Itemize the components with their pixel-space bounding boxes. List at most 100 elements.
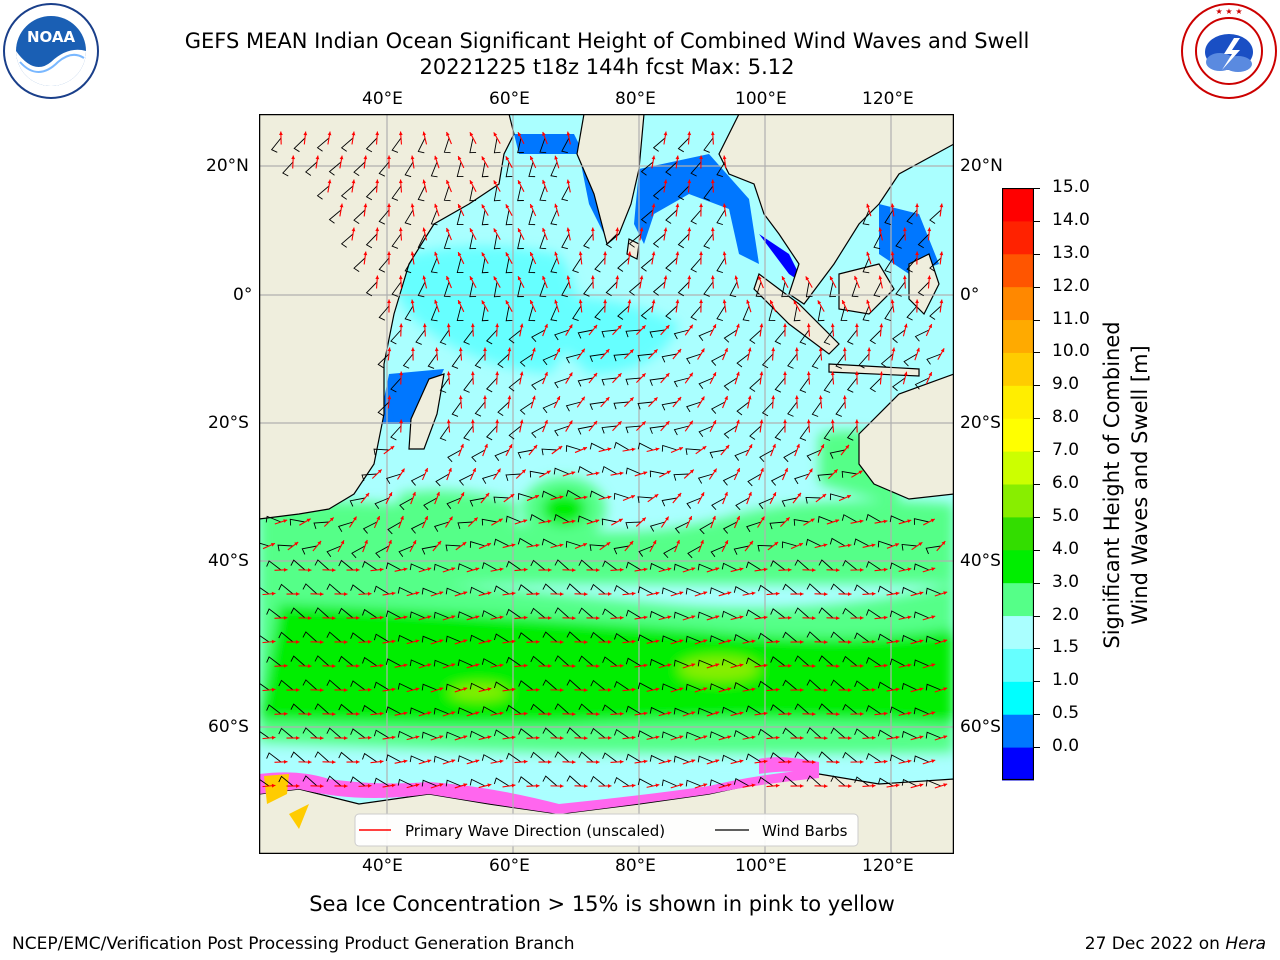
wave-arrow-head	[724, 540, 729, 545]
wave-arrow-head	[931, 663, 936, 667]
wave-arrow-head	[377, 469, 382, 474]
colorbar-tick-label: 0.5	[1052, 703, 1080, 724]
wave-arrow-head	[434, 299, 438, 304]
wind-barb	[338, 751, 354, 763]
wind-barb	[697, 563, 714, 571]
wave-arrow-head	[736, 323, 740, 328]
wave-arrow-head	[511, 687, 516, 692]
wave-arrow-head	[931, 615, 936, 619]
colorbar-tick-label: 13.0	[1052, 242, 1090, 263]
wave-arrow-head	[365, 492, 370, 497]
wave-arrow-head	[355, 616, 360, 620]
wave-arrow-head	[469, 132, 474, 137]
wave-arrow-head	[271, 735, 276, 740]
wind-barb	[774, 329, 786, 345]
wave-arrow-head	[763, 663, 768, 668]
wind-barb	[665, 305, 678, 320]
wind-barb	[781, 541, 798, 549]
wave-arrow-head	[643, 711, 648, 716]
wave-arrow-head	[434, 203, 438, 208]
wave-arrow-head	[747, 395, 752, 400]
wind-barb	[289, 518, 306, 526]
wave-arrow-head	[523, 567, 528, 572]
wave-arrow-head	[439, 687, 444, 691]
wind-barb	[884, 257, 894, 274]
wave-arrow-head	[775, 687, 780, 692]
wind-barb	[770, 608, 786, 619]
wind-barb	[866, 704, 882, 715]
wave-arrow-head	[507, 395, 512, 400]
wave-arrow-head	[387, 155, 391, 160]
wave-arrow-head	[379, 567, 384, 572]
wind-barb	[818, 703, 834, 715]
wind-barb	[637, 401, 654, 410]
wind-barb	[486, 329, 498, 345]
wave-arrow-head	[469, 180, 474, 185]
wind-barb	[421, 779, 438, 787]
wind-barb	[529, 470, 546, 478]
wind-barb	[733, 730, 750, 739]
wave-arrow-head	[712, 372, 717, 377]
wind-barb	[474, 401, 486, 417]
wave-arrow-head	[590, 227, 595, 232]
chart-subtitle: 20221225 t18z 144h fcst Max: 5.12	[419, 55, 795, 79]
wind-barb	[506, 656, 522, 667]
wind-barb	[385, 562, 402, 571]
wind-barb	[589, 490, 606, 499]
wave-arrow-head	[510, 494, 515, 498]
wind-barb	[469, 541, 486, 548]
wind-barb	[829, 493, 846, 501]
wind-barb	[770, 752, 786, 763]
wave-arrow-head	[403, 567, 408, 572]
wave-arrow-head	[519, 371, 524, 376]
wave-arrow-head	[797, 492, 802, 497]
wind-barb	[673, 329, 690, 340]
wind-barb	[583, 233, 594, 249]
wind-barb	[404, 161, 414, 178]
wave-arrow-head	[890, 251, 895, 256]
wave-arrow-head	[475, 615, 480, 620]
wind-barb	[430, 161, 438, 178]
lat-tick-left: 20°N	[206, 156, 249, 176]
wind-barb	[889, 658, 906, 667]
wave-arrow-head	[771, 395, 776, 400]
wind-barb	[550, 305, 558, 322]
wind-barb	[508, 377, 522, 392]
wind-barb	[493, 496, 510, 504]
wave-arrow-head	[470, 371, 475, 376]
wind-barb	[823, 425, 834, 441]
wind-barb	[663, 545, 678, 559]
wave-arrow-head	[691, 711, 696, 715]
wave-arrow-head	[487, 735, 492, 740]
wind-barb	[433, 563, 450, 571]
wave-arrow-head	[663, 275, 668, 280]
wind-barb	[362, 656, 378, 667]
wave-arrow-head	[817, 300, 822, 305]
wave-arrow-head	[446, 371, 451, 376]
wind-barb	[873, 281, 882, 298]
wind-barb	[517, 185, 524, 202]
colorbar-tick-mark	[1034, 352, 1040, 354]
wind-barb	[578, 751, 594, 763]
wave-arrow-head	[412, 540, 417, 545]
wave-arrow-head	[758, 275, 762, 280]
wave-arrow-head	[799, 592, 804, 596]
colorbar-tick-label: 4.0	[1052, 538, 1080, 559]
wind-barb	[457, 611, 474, 619]
wave-arrow-head	[439, 783, 444, 787]
wind-barb	[794, 655, 810, 667]
wave-arrow-head	[712, 515, 716, 520]
wave-arrow-head	[774, 542, 779, 546]
wave-arrow-head	[295, 640, 300, 644]
wind-barb	[469, 233, 477, 250]
wind-barb	[519, 401, 534, 415]
wind-barb	[716, 161, 726, 178]
wind-barb	[594, 305, 606, 321]
wave-arrow-head	[535, 639, 540, 644]
wave-arrow-head	[583, 592, 588, 597]
wave-arrow-head	[547, 712, 552, 716]
wind-barb	[913, 518, 930, 525]
wave-arrow-head	[451, 711, 456, 715]
wind-barb	[554, 559, 570, 571]
footer-credit: NCEP/EMC/Verification Post Processing Pr…	[12, 934, 575, 954]
